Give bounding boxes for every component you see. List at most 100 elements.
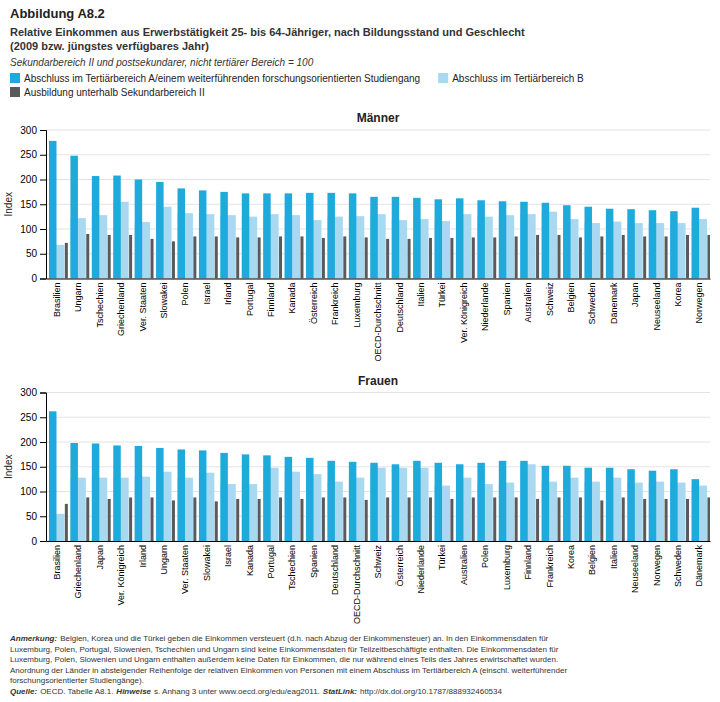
x-tick-label: Belgien [587, 545, 597, 575]
x-tick-label: Schweden [673, 545, 683, 587]
y-tick: 150 [20, 461, 46, 472]
bar [151, 239, 154, 279]
x-tick-label: Frankreich [545, 545, 555, 588]
x-tick-label: Türkei [437, 283, 447, 308]
x-tick-label: Schweden [587, 283, 597, 325]
x-tick-label: Österreich [395, 545, 405, 587]
bar [542, 203, 549, 279]
x-tick: Portugal [266, 545, 276, 579]
x-tick-label: Norwegen [694, 283, 704, 324]
y-tick: 0 [31, 536, 46, 547]
x-tick: Deutschland [395, 283, 405, 333]
bar [579, 237, 582, 278]
bar [627, 469, 634, 541]
bar [557, 497, 560, 541]
legend-item: Abschluss im Tertiärbereich B [438, 73, 584, 84]
x-tick-label: Belgien [566, 283, 576, 313]
x-tick: Slowakei [202, 545, 212, 581]
bar [584, 468, 591, 541]
bar [365, 500, 368, 541]
bar [408, 497, 411, 541]
x-tick-label: OECD-Durchschnitt [373, 282, 383, 362]
series [65, 497, 710, 541]
legend-label: Abschluss im Tertiärbereich A/einem weit… [24, 73, 420, 84]
bar [429, 238, 432, 279]
bar [370, 197, 377, 279]
y-tick-label: 250 [20, 412, 37, 423]
bar [493, 497, 496, 541]
bar [692, 479, 699, 541]
x-tick: Brasilien [52, 283, 62, 318]
x-tick-label: Kanada [287, 283, 297, 314]
x-tick: Italien [416, 283, 426, 307]
bar [113, 445, 120, 541]
x-tick-label: Korea [673, 283, 683, 307]
grid-line [46, 204, 710, 205]
x-tick-label: Irland [138, 545, 148, 568]
bar [70, 156, 77, 279]
x-tick: Korea [566, 545, 576, 569]
y-tick-mark [40, 204, 46, 205]
y-tick-mark [40, 417, 46, 418]
x-tick-label: Tschechien [287, 545, 297, 590]
bar [300, 499, 303, 541]
bar [306, 193, 313, 279]
x-tick: Belgien [587, 545, 597, 575]
legend-label: Abschluss im Tertiärbereich B [452, 73, 584, 84]
bar [86, 234, 89, 279]
bar [499, 461, 506, 541]
x-tick: Schweiz [373, 545, 383, 579]
x-tick: Griechenland [73, 545, 83, 599]
bar [435, 199, 442, 278]
x-axis-line [47, 279, 711, 280]
source-label: Hinweise [116, 687, 151, 696]
x-tick: Irland [223, 283, 233, 306]
legend: Abschluss im Tertiärbereich A/einem weit… [10, 73, 584, 98]
note-label: Anmerkung: [9, 634, 57, 643]
bar [456, 198, 463, 278]
x-tick-label: Schweiz [373, 545, 383, 579]
bar [520, 461, 527, 541]
x-tick: Korea [673, 283, 683, 307]
x-tick-label: Australien [459, 545, 469, 585]
bar [343, 236, 346, 278]
y-tick-mark [40, 155, 46, 156]
x-tick: Ver. Staaten [138, 283, 148, 332]
bar [665, 236, 668, 278]
bar [493, 237, 496, 278]
x-tick: Kanada [287, 283, 297, 314]
x-tick: Portugal [245, 283, 255, 317]
bar [370, 463, 377, 541]
bar [199, 450, 206, 541]
y-axis-line [40, 393, 47, 542]
note-line: Luxemburg, Polen, Slowenien und Ungarn e… [10, 655, 558, 664]
bar [193, 497, 196, 541]
x-tick-label: Portugal [245, 283, 255, 317]
x-tick: Ver. Staaten [180, 545, 190, 594]
bar [285, 457, 292, 541]
bar [536, 235, 539, 279]
y-axis-title: Index [3, 455, 14, 479]
x-tick: Niederlande [480, 283, 490, 332]
grid [46, 393, 710, 542]
bar [327, 461, 334, 541]
bar [606, 468, 613, 541]
legend-label: Ausbildung unterhalb Sekundarbereich II [24, 87, 205, 98]
x-tick-label: Japan [630, 283, 640, 308]
x-tick-label: Griechenland [116, 283, 126, 337]
x-tick-label: Israel [223, 545, 233, 567]
bar [408, 239, 411, 279]
note-line: Luxemburg, Polen, Portugal, Slowenien, T… [10, 645, 559, 654]
x-tick-label: Ungarn [159, 545, 169, 575]
subtitle: (2009 bzw. jüngstes verfügbares Jahr) [10, 40, 209, 52]
annotation: Sekundarbereich II und postsekundarer, n… [10, 57, 314, 68]
bar [215, 501, 218, 541]
x-tick-label: Deutschland [395, 283, 405, 333]
x-tick: Luxemburg [352, 283, 362, 328]
bar [258, 499, 261, 541]
bar [108, 499, 111, 541]
series [49, 464, 707, 541]
bar [665, 499, 668, 541]
note-text: Luxemburg, Polen, Slowenien und Ungarn e… [10, 655, 558, 664]
x-tick: Deutschland [330, 545, 340, 595]
